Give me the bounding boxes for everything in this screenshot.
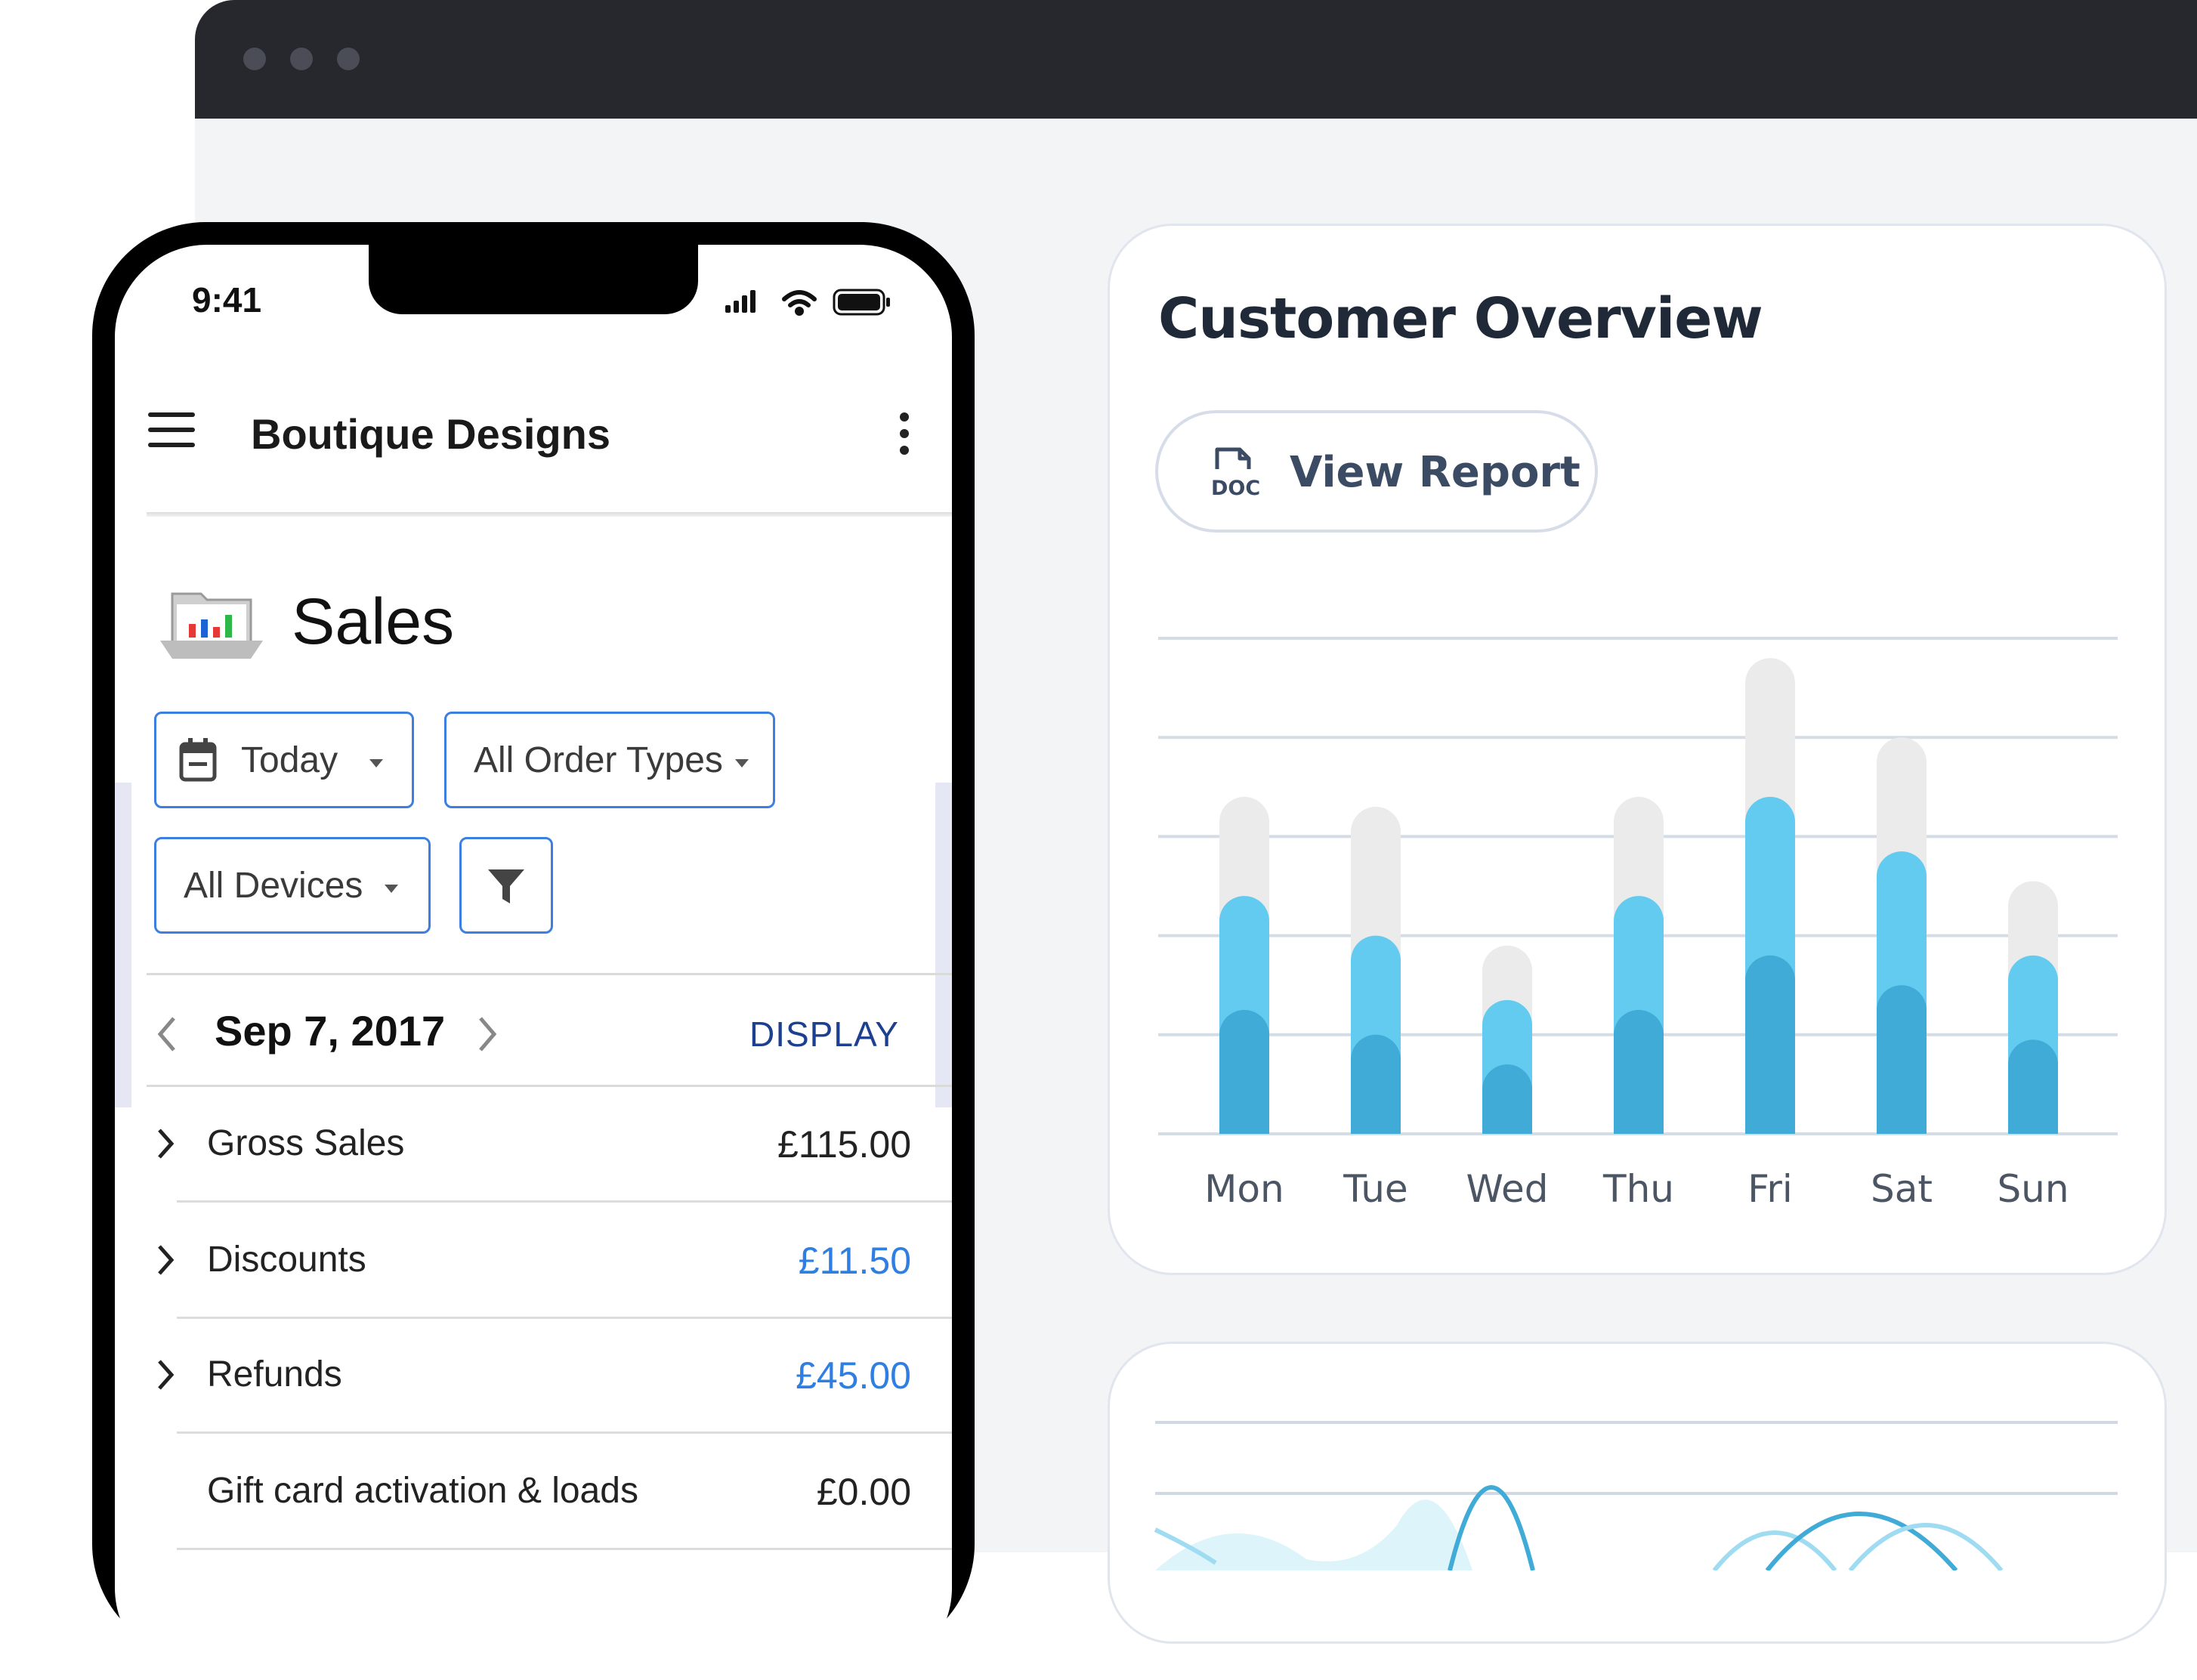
sales-folder-icon [160,592,263,659]
x-tick-label: Mon [1204,1167,1284,1211]
status-icons [725,289,890,316]
row-value: £11.50 [798,1240,911,1282]
chevron-right-icon[interactable] [476,1015,499,1053]
row-divider [177,1548,952,1550]
devices-dropdown[interactable]: All Devices [154,837,431,934]
row-value: £45.00 [796,1354,911,1397]
x-tick-label: Sat [1871,1167,1933,1211]
row-divider [177,1317,952,1319]
row-label: Refunds [207,1354,342,1394]
row-divider [177,1200,952,1203]
x-tick-label: Wed [1466,1167,1548,1211]
order-types-dropdown[interactable]: All Order Types [444,712,775,808]
chevron-right-icon [158,1360,175,1390]
browser-titlebar [195,0,2197,119]
caret-down-icon [385,885,398,893]
bar-sat-series-1[interactable] [1877,985,1927,1134]
bar-thu-series-1[interactable] [1614,1010,1664,1134]
phone-screen: 9:41 Boutique Designs [115,245,952,1680]
background-strip [935,783,952,1107]
funnel-icon [488,869,524,903]
bar-sun-series-1[interactable] [2008,1039,2058,1134]
x-tick-label: Tue [1343,1167,1408,1211]
kebab-icon[interactable] [893,412,916,458]
window-dot-icon[interactable] [243,48,266,70]
date-filter-label: Today [241,740,338,780]
sales-row-gift-card: Gift card activation & loads £0.00 [147,1435,952,1550]
sales-row-gross-sales[interactable]: Gross Sales £115.00 [147,1088,952,1203]
bar-mon-series-1[interactable] [1219,1010,1269,1134]
bar-tue-series-1[interactable] [1351,1034,1401,1134]
background-strip [115,783,131,1107]
sales-row-refunds[interactable]: Refunds £45.00 [147,1319,952,1434]
page-title: Sales [292,585,455,658]
x-tick-label: Thu [1602,1167,1674,1211]
hamburger-icon[interactable] [148,412,195,450]
caret-down-icon [369,759,383,767]
calendar-icon [179,738,217,782]
wifi-icon [782,290,817,316]
window-dot-icon[interactable] [290,48,313,70]
doc-icon: DOC [1211,447,1260,500]
view-report-button[interactable]: DOC View Report [1155,410,1598,533]
chevron-right-icon [158,1129,175,1159]
app-title: Boutique Designs [251,410,611,458]
bar-fri-series-1[interactable] [1745,955,1795,1134]
row-value: £115.00 [777,1123,911,1166]
phone-notch [369,245,698,314]
customer-overview-card: Mon Tue Wed Thu Fri Sat Sun Customer Overview … [1108,224,2167,1275]
caret-down-icon [735,759,749,767]
customer-overview-chart: Mon Tue Wed Thu Fri Sat Sun [1158,637,2118,1211]
battery-icon [833,289,890,316]
trend-card [1108,1342,2167,1644]
date-filter-dropdown[interactable]: Today [154,712,414,808]
chevron-left-icon[interactable] [156,1015,178,1053]
phone-device: 9:41 Boutique Designs [92,222,975,1680]
x-tick-label: Fri [1747,1167,1793,1211]
chevron-right-icon [158,1245,175,1275]
signal-icon [725,290,756,313]
window-dot-icon[interactable] [337,48,360,70]
divider [147,1085,952,1087]
status-time: 9:41 [192,280,262,320]
row-label: Discounts [207,1240,366,1280]
row-divider [177,1431,952,1434]
x-tick-label: Sun [1997,1167,2069,1211]
sales-row-discounts[interactable]: Discounts £11.50 [147,1204,952,1319]
svg-text:DOC: DOC [1211,477,1260,500]
appbar-divider [147,512,952,517]
card-title: Customer Overview [1158,286,1763,351]
display-link[interactable]: DISPLAY [749,1014,899,1054]
row-label: Gross Sales [207,1123,405,1163]
bar-wed-series-1[interactable] [1482,1064,1532,1134]
view-report-label: View Report [1290,448,1581,497]
trend-chart [1154,1421,2118,1570]
divider [147,973,952,975]
devices-label: All Devices [184,866,363,906]
row-label: Gift card activation & loads [207,1471,638,1511]
filter-button[interactable] [459,837,553,934]
current-date: Sep 7, 2017 [215,1007,446,1055]
row-value: £0.00 [816,1471,911,1513]
order-types-label: All Order Types [474,740,723,780]
